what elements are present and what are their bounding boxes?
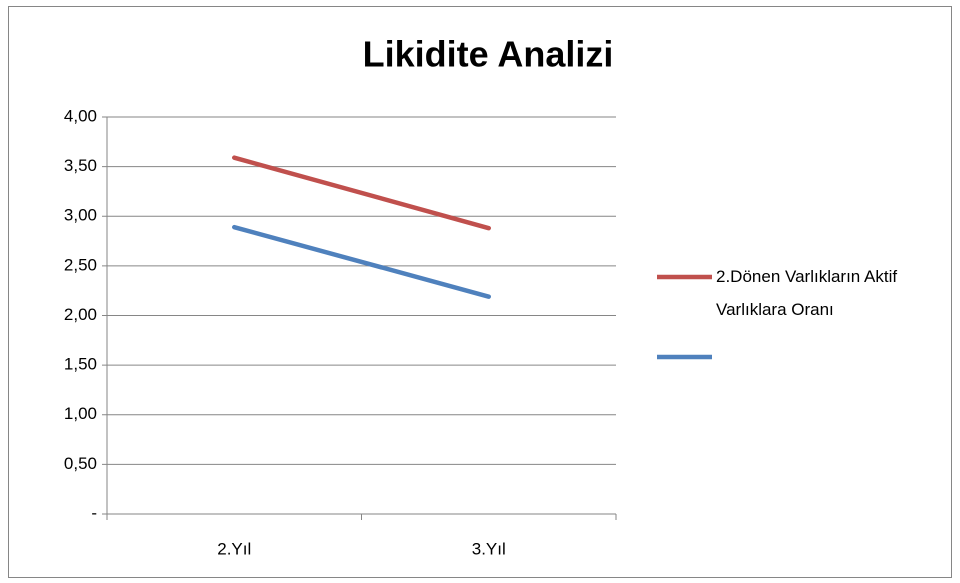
legend-label: 2.Dönen Varlıkların Aktif Varlıklara Ora… — [716, 267, 898, 319]
y-tick-label: 2,00 — [64, 305, 97, 324]
y-tick-label: 4,00 — [64, 106, 97, 125]
y-tick-label: 2,50 — [64, 255, 97, 274]
chart-title: Likidite Analizi — [363, 34, 614, 75]
y-tick-label: 3,50 — [64, 156, 97, 175]
series-line — [232, 224, 491, 299]
y-tick-label: 3,00 — [64, 206, 97, 225]
series-line — [232, 155, 491, 231]
x-tick-label: 3.Yıl — [472, 539, 506, 558]
y-tick-label: 1,50 — [64, 355, 97, 374]
y-tick-label: 0,50 — [64, 454, 97, 473]
y-tick-label: 1,00 — [64, 404, 97, 423]
y-tick-label: - — [91, 503, 97, 522]
x-tick-label: 2.Yıl — [217, 539, 251, 558]
